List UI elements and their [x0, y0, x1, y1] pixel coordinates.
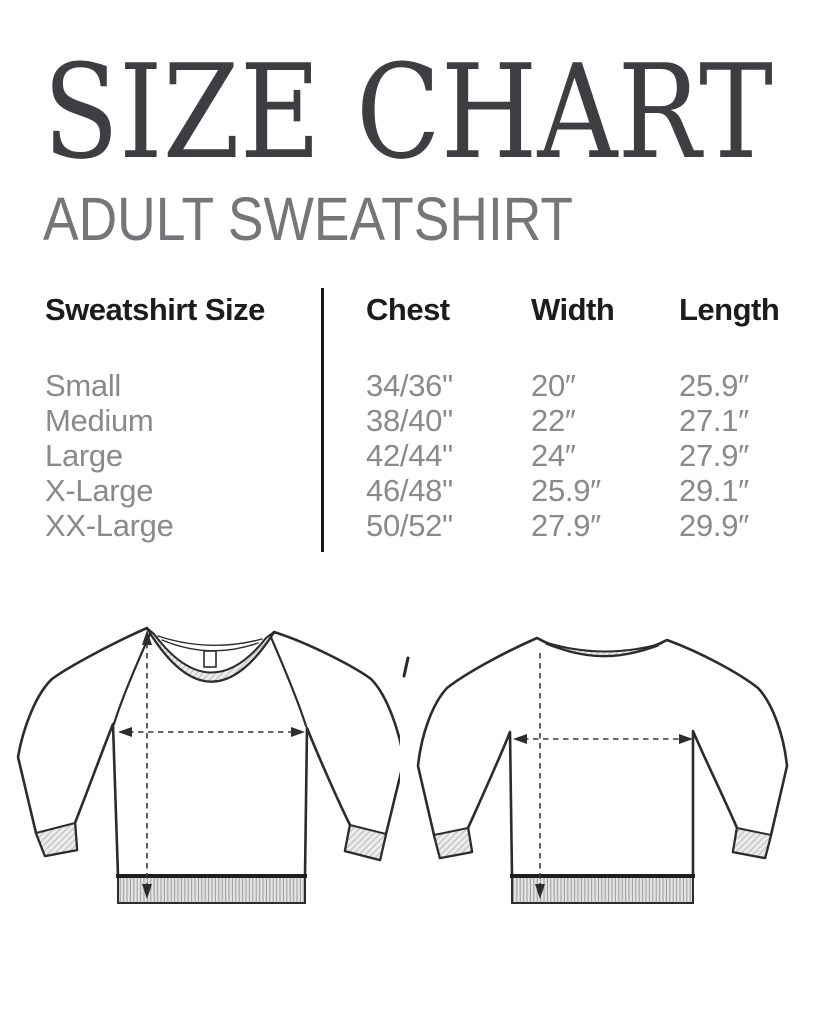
- row-width-value: 25.9″: [531, 473, 601, 508]
- table-row: Medium 38/40" 22″ 27.1″: [0, 403, 819, 438]
- row-width-value: 24″: [531, 438, 576, 473]
- row-size-label: Large: [45, 438, 123, 473]
- back-body-outline: [416, 636, 789, 878]
- sweatshirt-front-illustration: [16, 626, 400, 904]
- row-length-value: 27.9″: [679, 438, 749, 473]
- row-chest-value: 34/36": [366, 368, 453, 403]
- page-title-text: SIZE CHART: [43, 45, 773, 165]
- row-width-value: 20″: [531, 368, 576, 403]
- row-length-value: 29.9″: [679, 508, 749, 543]
- back-left-cuff: [433, 827, 473, 859]
- front-width-arrow-right: [291, 727, 305, 737]
- sweatshirt-back-illustration: [416, 636, 789, 904]
- page-subtitle: ADULT SWEATSHIRT: [43, 188, 573, 253]
- row-length-value: 29.1″: [679, 473, 749, 508]
- table-row: XX-Large 50/52" 27.9″ 29.9″: [0, 508, 819, 543]
- front-right-cuff: [344, 824, 387, 861]
- row-length-value: 25.9″: [679, 368, 749, 403]
- table-divider-line: [321, 288, 324, 552]
- front-right-raglan-seam: [268, 633, 308, 728]
- row-chest-value: 46/48": [366, 473, 453, 508]
- row-size-label: XX-Large: [45, 508, 174, 543]
- row-chest-value: 38/40": [366, 403, 453, 438]
- back-collar-inner-line: [545, 643, 659, 657]
- table-row: Small 34/36" 20″ 25.9″: [0, 368, 819, 403]
- front-width-arrow-left: [118, 727, 132, 737]
- column-header-size: Sweatshirt Size: [45, 292, 265, 327]
- front-collar-ribbing: [146, 627, 275, 683]
- row-size-label: X-Large: [45, 473, 154, 508]
- front-inner-neckline: [157, 635, 263, 647]
- front-neck-tag: [203, 650, 217, 668]
- row-chest-value: 42/44": [366, 438, 453, 473]
- page-title: SIZE CHART: [43, 45, 773, 165]
- back-width-arrow-right: [679, 734, 693, 744]
- front-left-cuff: [35, 822, 78, 857]
- column-header-width: Width: [531, 292, 615, 327]
- front-length-arrow-down: [142, 884, 152, 899]
- row-width-value: 27.9″: [531, 508, 601, 543]
- front-length-arrow-up: [142, 630, 152, 645]
- tick-mark: [402, 656, 410, 678]
- page-subtitle-text: ADULT SWEATSHIRT: [43, 188, 573, 253]
- row-length-value: 27.1″: [679, 403, 749, 438]
- row-size-label: Medium: [45, 403, 154, 438]
- back-width-arrow-left: [513, 734, 527, 744]
- back-length-arrow-down: [535, 884, 545, 899]
- column-header-chest: Chest: [366, 292, 450, 327]
- row-size-label: Small: [45, 368, 122, 403]
- back-right-cuff: [732, 827, 772, 859]
- table-row: X-Large 46/48" 25.9″ 29.1″: [0, 473, 819, 508]
- row-width-value: 22″: [531, 403, 576, 438]
- table-row: Large 42/44" 24″ 27.9″: [0, 438, 819, 473]
- column-header-length: Length: [679, 292, 780, 327]
- row-chest-value: 50/52": [366, 508, 453, 543]
